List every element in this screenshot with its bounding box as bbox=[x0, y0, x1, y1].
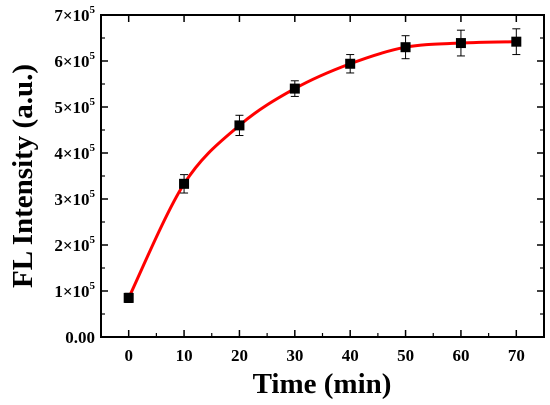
x-tick-label: 30 bbox=[286, 346, 303, 365]
y-tick-label-mantissa: 7×10 bbox=[54, 6, 89, 25]
y-tick-label-mantissa: 6×10 bbox=[54, 52, 89, 71]
series-line bbox=[127, 40, 517, 299]
x-tick-label: 50 bbox=[397, 346, 414, 365]
x-tick-label: 40 bbox=[342, 346, 359, 365]
data-point bbox=[179, 178, 190, 189]
series-layer bbox=[123, 28, 522, 303]
y-axis-title: FL Intensity (a.u.) bbox=[7, 64, 39, 288]
y-tick-label-mantissa: 3×10 bbox=[54, 190, 89, 209]
y-tick-label-exponent: 5 bbox=[90, 142, 96, 154]
x-tick-label: 70 bbox=[508, 346, 525, 365]
data-point bbox=[455, 38, 466, 49]
y-tick-label-mantissa: 1×10 bbox=[54, 282, 89, 301]
data-point bbox=[400, 42, 411, 53]
x-tick-label: 20 bbox=[231, 346, 248, 365]
y-tick-label: 2×105 bbox=[54, 234, 95, 255]
y-tick-label-exponent: 5 bbox=[90, 50, 96, 62]
y-tick-label: 4×105 bbox=[54, 142, 95, 163]
y-tick-label: 3×105 bbox=[54, 188, 95, 209]
y-tick-label-mantissa: 2×10 bbox=[54, 236, 89, 255]
y-tick-label-exponent: 5 bbox=[90, 280, 96, 292]
data-point bbox=[234, 120, 245, 131]
x-tick-label: 0 bbox=[124, 346, 133, 365]
data-point bbox=[345, 58, 356, 69]
y-tick-label-mantissa: 0.00 bbox=[65, 328, 95, 347]
y-tick-label-exponent: 5 bbox=[90, 188, 96, 200]
data-point bbox=[511, 36, 522, 47]
y-tick-label: 7×105 bbox=[54, 4, 95, 25]
plot-area bbox=[100, 14, 545, 338]
y-tick-label-exponent: 5 bbox=[90, 4, 96, 16]
x-axis-title: Time (min) bbox=[253, 368, 392, 400]
x-tick-label: 60 bbox=[452, 346, 469, 365]
x-tick-label: 10 bbox=[176, 346, 193, 365]
y-tick-label-exponent: 5 bbox=[90, 234, 96, 246]
y-tick-label-mantissa: 5×10 bbox=[54, 98, 89, 117]
x-ticks: 0 10 20 30 40 50 60 70 bbox=[124, 15, 525, 365]
y-tick-label: 0.00 bbox=[65, 328, 95, 347]
y-tick-label-mantissa: 4×10 bbox=[54, 144, 89, 163]
y-tick-label: 1×105 bbox=[54, 280, 95, 301]
y-tick-label: 5×105 bbox=[54, 96, 95, 117]
data-point bbox=[123, 292, 134, 303]
data-point bbox=[289, 83, 300, 94]
y-tick-label-exponent: 5 bbox=[90, 96, 96, 108]
y-tick-label: 6×105 bbox=[54, 50, 95, 71]
